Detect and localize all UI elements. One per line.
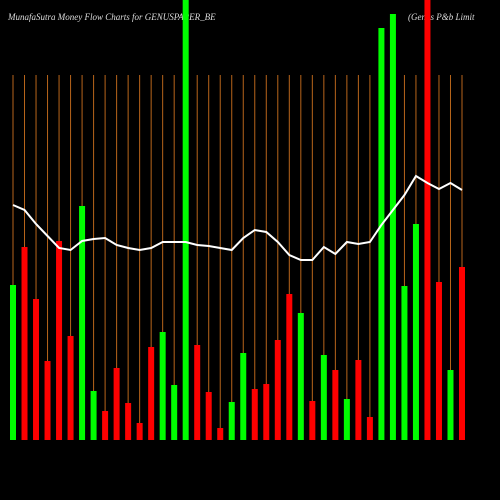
bar: [240, 353, 247, 440]
bar: [113, 368, 120, 440]
bar: [355, 360, 362, 440]
bar: [435, 282, 442, 440]
bar: [44, 361, 51, 440]
bar: [309, 401, 316, 440]
bar: [263, 384, 270, 440]
bar: [401, 286, 408, 440]
money-flow-line: [12, 174, 463, 261]
bar: [389, 14, 396, 440]
bar: [56, 241, 63, 440]
bar: [194, 345, 201, 440]
bar: [332, 370, 339, 440]
bar: [320, 355, 327, 440]
bar: [182, 0, 189, 440]
bar: [228, 402, 235, 440]
bar: [286, 294, 293, 440]
bar: [297, 313, 304, 440]
bar: [447, 370, 454, 440]
bar: [205, 392, 212, 440]
bar: [148, 347, 155, 440]
bar: [90, 391, 97, 440]
bar: [102, 411, 109, 440]
bar: [136, 423, 143, 440]
bar: [21, 247, 28, 440]
bar: [343, 399, 350, 440]
bar: [366, 417, 373, 440]
bar: [79, 206, 86, 440]
chart-title: MunafaSutra Money Flow Charts for GENUSP…: [7, 12, 216, 22]
bar: [378, 28, 385, 440]
bar: [33, 299, 40, 440]
chart-subtitle: (Genus P&b Limit: [408, 12, 475, 22]
bar: [459, 267, 465, 440]
bar: [251, 389, 258, 440]
bar: [67, 336, 74, 440]
bar: [412, 224, 419, 440]
bar: [217, 428, 224, 440]
bar: [10, 285, 16, 440]
bar: [125, 403, 132, 440]
bar: [171, 385, 178, 440]
bar: [274, 340, 281, 440]
bar: [424, 0, 431, 440]
bar: [159, 332, 166, 440]
